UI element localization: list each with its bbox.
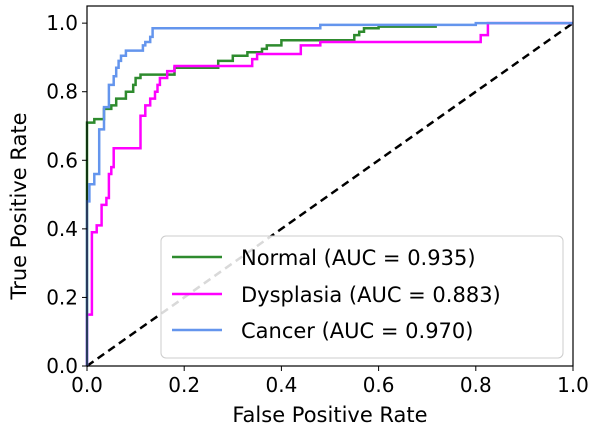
y-tick-label: 0.4 (46, 217, 78, 241)
series-line-cancer (85, 21, 573, 366)
y-tick-label: 0.8 (46, 80, 78, 104)
series-line-dysplasia (85, 21, 573, 366)
plot-lines (85, 21, 574, 368)
x-tick-label: 0.0 (71, 373, 103, 397)
y-axis-label: True Positive Rate (7, 112, 31, 300)
x-axis-label: False Positive Rate (232, 403, 427, 427)
axis-ticks: 0.0 0.2 0.4 0.6 0.8 1.0 0.0 0.2 0.4 0.6 0.8 1.0 (46, 11, 589, 397)
x-tick-label: 0.6 (363, 373, 395, 397)
legend-box (160, 235, 564, 359)
x-tick-label: 1.0 (557, 373, 589, 397)
x-tick-label: 0.8 (460, 373, 492, 397)
plot-frame (86, 5, 574, 367)
series-line-diagonal (86, 22, 574, 368)
legend-label-normal: Normal (AUC = 0.935) (241, 246, 476, 270)
legend-label-dysplasia: Dysplasia (AUC = 0.883) (241, 283, 501, 307)
y-tick-label: 0.0 (46, 354, 78, 378)
y-tick-label: 0.2 (46, 285, 78, 309)
x-tick-label: 0.2 (168, 373, 200, 397)
series-line-normal (85, 25, 437, 366)
y-tick-label: 0.6 (46, 148, 78, 172)
y-tick-label: 1.0 (46, 11, 78, 35)
x-tick-label: 0.4 (265, 373, 297, 397)
legend: Normal (AUC = 0.935) Dysplasia (AUC = 0.… (160, 235, 564, 359)
legend-label-cancer: Cancer (AUC = 0.970) (241, 319, 473, 343)
